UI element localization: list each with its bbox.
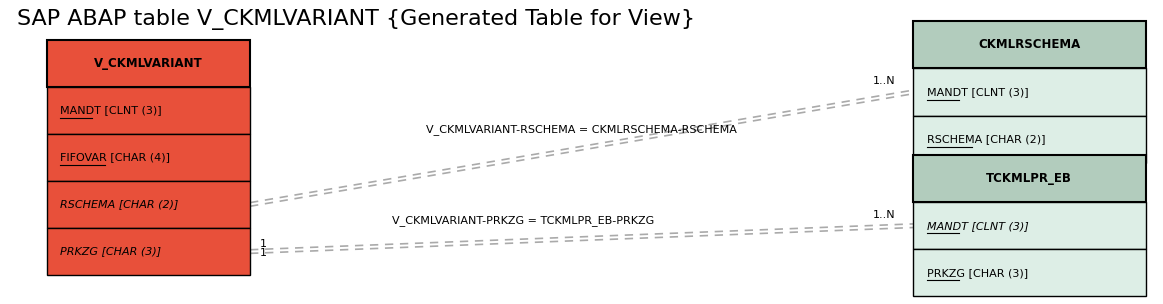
FancyBboxPatch shape xyxy=(47,87,250,134)
Text: 1..N: 1..N xyxy=(873,76,896,86)
FancyBboxPatch shape xyxy=(47,134,250,181)
Text: PRKZG [CHAR (3)]: PRKZG [CHAR (3)] xyxy=(927,268,1028,278)
Text: MANDT [CLNT (3)]: MANDT [CLNT (3)] xyxy=(927,221,1028,231)
Text: SAP ABAP table V_CKMLVARIANT {Generated Table for View}: SAP ABAP table V_CKMLVARIANT {Generated … xyxy=(17,9,695,30)
FancyBboxPatch shape xyxy=(913,155,1146,202)
Text: V_CKMLVARIANT: V_CKMLVARIANT xyxy=(94,57,202,70)
FancyBboxPatch shape xyxy=(47,40,250,87)
Text: 1: 1 xyxy=(259,239,266,249)
Text: TCKMLPR_EB: TCKMLPR_EB xyxy=(986,172,1072,185)
Text: PRKZG [CHAR (3)]: PRKZG [CHAR (3)] xyxy=(60,247,162,257)
Text: 1: 1 xyxy=(259,248,266,258)
FancyBboxPatch shape xyxy=(913,249,1146,296)
FancyBboxPatch shape xyxy=(47,228,250,275)
Text: RSCHEMA [CHAR (2)]: RSCHEMA [CHAR (2)] xyxy=(927,134,1046,144)
Text: V_CKMLVARIANT-PRKZG = TCKMLPR_EB-PRKZG: V_CKMLVARIANT-PRKZG = TCKMLPR_EB-PRKZG xyxy=(392,215,655,226)
Text: MANDT [CLNT (3)]: MANDT [CLNT (3)] xyxy=(927,87,1028,97)
Text: RSCHEMA [CHAR (2)]: RSCHEMA [CHAR (2)] xyxy=(60,199,179,209)
Text: MANDT [CLNT (3)]: MANDT [CLNT (3)] xyxy=(60,105,162,115)
FancyBboxPatch shape xyxy=(913,21,1146,68)
Text: CKMLRSCHEMA: CKMLRSCHEMA xyxy=(978,38,1080,51)
Text: 1..N: 1..N xyxy=(873,210,896,220)
Text: V_CKMLVARIANT-RSCHEMA = CKMLRSCHEMA-RSCHEMA: V_CKMLVARIANT-RSCHEMA = CKMLRSCHEMA-RSCH… xyxy=(426,125,737,135)
FancyBboxPatch shape xyxy=(913,202,1146,249)
FancyBboxPatch shape xyxy=(913,116,1146,163)
Text: FIFOVAR [CHAR (4)]: FIFOVAR [CHAR (4)] xyxy=(60,152,171,162)
FancyBboxPatch shape xyxy=(47,181,250,228)
FancyBboxPatch shape xyxy=(913,68,1146,116)
